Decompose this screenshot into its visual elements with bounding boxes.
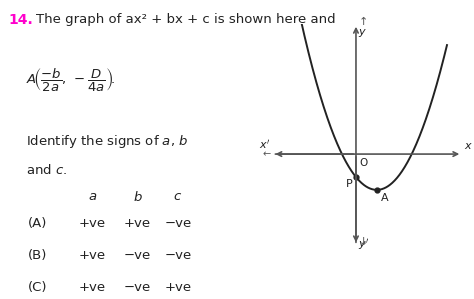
Text: ↓: ↓ bbox=[358, 237, 368, 247]
Text: +ve: +ve bbox=[79, 217, 106, 230]
Text: +ve: +ve bbox=[79, 281, 106, 294]
Text: $y$: $y$ bbox=[358, 27, 367, 39]
Text: $x$: $x$ bbox=[464, 141, 473, 152]
Text: +ve: +ve bbox=[164, 281, 191, 294]
Text: −ve: −ve bbox=[164, 217, 191, 230]
Text: $\mathit{b}$: $\mathit{b}$ bbox=[133, 190, 142, 204]
Text: ←: ← bbox=[263, 149, 271, 159]
Text: O: O bbox=[359, 158, 367, 168]
Text: $\mathit{a}$: $\mathit{a}$ bbox=[88, 190, 97, 203]
Text: Identify the signs of $a$, $b$: Identify the signs of $a$, $b$ bbox=[26, 133, 188, 150]
Text: (C): (C) bbox=[27, 281, 47, 294]
Text: ↑: ↑ bbox=[358, 17, 368, 27]
Text: $y'$: $y'$ bbox=[358, 237, 370, 252]
Text: P: P bbox=[346, 179, 352, 189]
Text: A: A bbox=[381, 193, 388, 203]
Text: +ve: +ve bbox=[79, 249, 106, 262]
Text: The graph of ax² + bx + c is shown here and: The graph of ax² + bx + c is shown here … bbox=[36, 13, 335, 26]
Text: $x'$: $x'$ bbox=[259, 138, 271, 152]
Text: $\mathit{c}$: $\mathit{c}$ bbox=[173, 190, 182, 203]
Text: (A): (A) bbox=[27, 217, 47, 230]
Text: $A\!\left(\dfrac{-b}{2a},\,-\dfrac{D}{4a}\right)\!.$: $A\!\left(\dfrac{-b}{2a},\,-\dfrac{D}{4a… bbox=[26, 67, 116, 94]
Text: 14.: 14. bbox=[9, 13, 33, 28]
Text: −ve: −ve bbox=[124, 249, 151, 262]
Text: and $c$.: and $c$. bbox=[26, 163, 67, 177]
Text: (B): (B) bbox=[27, 249, 47, 262]
Text: −ve: −ve bbox=[164, 249, 191, 262]
Text: −ve: −ve bbox=[124, 281, 151, 294]
Text: +ve: +ve bbox=[124, 217, 151, 230]
